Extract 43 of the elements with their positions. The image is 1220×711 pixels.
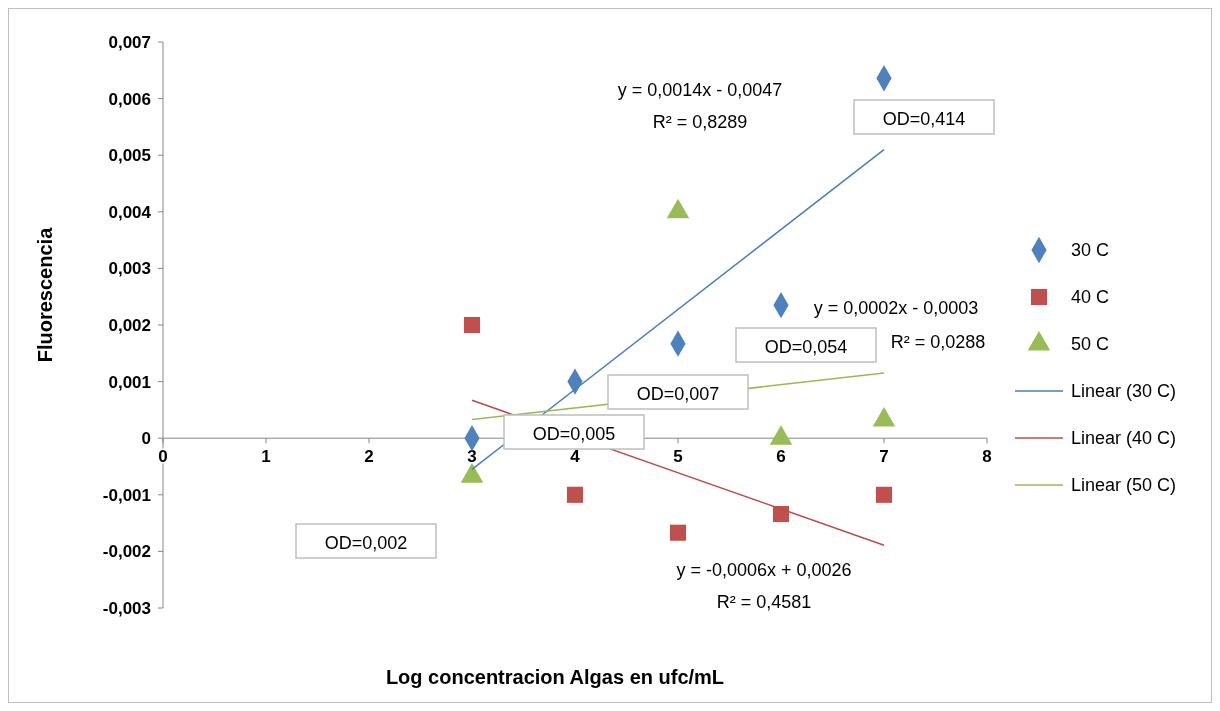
- x-tick-label: 8: [982, 447, 992, 467]
- x-axis-title: Log concentracion Algas en ufc/mL: [385, 666, 725, 688]
- y-tick-label: -0,003: [102, 598, 151, 618]
- legend-label: Linear (40 C): [1071, 428, 1177, 449]
- legend-label: 40 C: [1071, 287, 1110, 308]
- annotation: y = 0,0014x - 0,0047: [617, 80, 783, 100]
- y-tick-label: 0,003: [108, 259, 151, 279]
- y-axis-title: Fluorescencia: [34, 226, 56, 363]
- x-tick-label: 1: [261, 447, 271, 467]
- y-tick-label: 0,001: [108, 372, 151, 392]
- legend-label: 30 C: [1071, 240, 1110, 261]
- annotation: OD=0,005: [532, 424, 616, 444]
- x-tick-label: 6: [776, 447, 786, 467]
- y-tick-label: -0,001: [102, 485, 151, 505]
- annotation: OD=0,054: [764, 337, 848, 357]
- y-tick-label: 0,004: [108, 202, 152, 222]
- annotation: OD=0,414: [882, 109, 966, 129]
- x-tick-label: 3: [467, 447, 477, 467]
- y-tick-label: -0,002: [102, 542, 151, 562]
- y-tick-label: 0,002: [108, 315, 151, 335]
- y-tick-label: 0,005: [108, 146, 151, 166]
- y-tick-label: 0,006: [108, 89, 151, 109]
- annotation: R² = 0,4581: [716, 592, 812, 612]
- x-tick-label: 0: [158, 447, 168, 467]
- y-tick-label: 0: [141, 429, 151, 449]
- annotation: y = -0,0006x + 0,0026: [676, 560, 852, 580]
- x-tick-label: 7: [879, 447, 889, 467]
- y-tick-label: 0,007: [108, 32, 151, 52]
- point: [875, 486, 893, 503]
- x-tick-label: 5: [673, 447, 683, 467]
- legend-label: Linear (50 C): [1071, 475, 1177, 496]
- x-tick-label: 2: [364, 447, 374, 467]
- annotation: OD=0,002: [324, 533, 408, 553]
- legend-label: Linear (30 C): [1071, 381, 1177, 402]
- annotation: R² = 0,0288: [890, 332, 986, 352]
- legend-label: 50 C: [1071, 334, 1110, 355]
- point: [669, 524, 687, 541]
- annotation: OD=0,007: [636, 384, 720, 404]
- annotation: R² = 0,8289: [652, 112, 748, 132]
- point: [463, 316, 481, 334]
- point: [566, 486, 584, 503]
- annotation: y = 0,0002x - 0,0003: [813, 298, 979, 318]
- x-tick-label: 4: [570, 447, 581, 467]
